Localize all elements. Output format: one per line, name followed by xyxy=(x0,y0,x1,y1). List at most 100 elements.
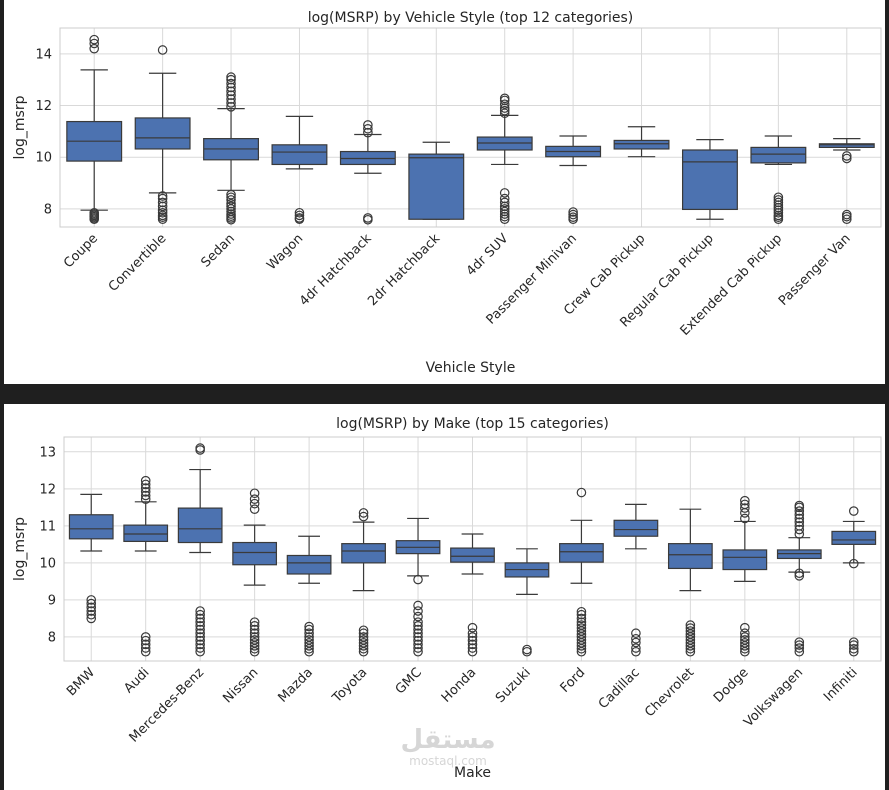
outlier-point xyxy=(499,214,510,225)
outlier-point xyxy=(195,632,205,642)
outlier-point xyxy=(568,209,578,220)
outlier-point xyxy=(467,646,478,657)
outlier-point xyxy=(499,209,510,219)
outlier-point xyxy=(413,606,423,616)
outlier-point xyxy=(195,624,205,635)
outlier-point xyxy=(794,509,805,520)
outlier-point xyxy=(499,204,510,214)
outlier-point xyxy=(294,207,305,218)
outlier-point xyxy=(794,643,805,653)
box-honda xyxy=(450,533,495,657)
watermark-arabic: مستقل xyxy=(400,725,496,755)
outlier-point xyxy=(86,606,97,616)
outlier-point xyxy=(157,193,168,204)
x-tick-label: Volkswagen xyxy=(741,665,806,730)
y-tick-label: 8 xyxy=(44,202,52,217)
outlier-point xyxy=(304,632,314,642)
box-iqr xyxy=(68,514,114,540)
outlier-point xyxy=(249,635,260,645)
outlier-point xyxy=(576,613,587,624)
outlier-point xyxy=(794,646,805,657)
outlier-point xyxy=(413,617,423,627)
outlier-point xyxy=(226,195,236,205)
outlier-point xyxy=(89,38,100,49)
x-tick-label: 2dr Hatchback xyxy=(365,231,443,309)
outlier-point xyxy=(685,623,696,633)
outlier-point xyxy=(576,487,587,498)
outlier-point xyxy=(358,508,369,518)
x-tick-label: Suzuki xyxy=(493,665,534,706)
box-mercedes-benz xyxy=(177,443,223,657)
outlier-point xyxy=(358,625,369,636)
outlier-point xyxy=(157,191,168,201)
outlier-point xyxy=(499,188,510,198)
x-tick-label: Ford xyxy=(558,665,589,696)
outlier-point xyxy=(413,574,423,585)
outlier-point xyxy=(195,609,205,620)
box-iqr xyxy=(134,117,191,150)
box-chevrolet xyxy=(667,508,713,657)
outlier-point xyxy=(794,521,805,531)
outlier-point xyxy=(773,205,784,216)
outlier-point xyxy=(499,103,510,113)
x-tick-label: BMW xyxy=(64,665,98,699)
outlier-point xyxy=(226,189,236,200)
outlier-point xyxy=(499,211,510,222)
outlier-point xyxy=(86,598,97,609)
outlier-point xyxy=(740,622,750,633)
box-iqr xyxy=(271,144,328,166)
box-iqr xyxy=(559,543,604,563)
outlier-point xyxy=(773,195,784,205)
outlier-point xyxy=(358,628,369,639)
outlier-point xyxy=(499,105,510,116)
outlier-point xyxy=(140,643,151,653)
box-iqr xyxy=(450,547,495,563)
outlier-point xyxy=(249,494,260,505)
outlier-point xyxy=(226,72,236,82)
outlier-point xyxy=(226,201,236,212)
outlier-point xyxy=(576,609,587,620)
outlier-point xyxy=(740,513,750,524)
outlier-point xyxy=(363,213,373,223)
box-gmc xyxy=(395,517,441,657)
outlier-point xyxy=(576,620,587,630)
y-tick-label: 10 xyxy=(39,556,56,571)
outlier-point xyxy=(794,571,805,581)
outlier-point xyxy=(499,193,510,204)
outlier-point xyxy=(773,192,784,203)
outlier-point xyxy=(631,633,641,644)
box-cadillac xyxy=(613,503,659,657)
box-passenger-van xyxy=(818,138,875,225)
outlier-point xyxy=(413,635,423,646)
x-tick-label: Honda xyxy=(439,665,479,705)
outlier-point xyxy=(467,635,478,646)
outlier-point xyxy=(685,626,696,636)
box-iqr xyxy=(831,530,877,545)
box-nissan xyxy=(232,488,278,657)
outlier-point xyxy=(226,206,236,217)
box-mazda xyxy=(286,535,332,657)
box-volkswagen xyxy=(776,500,822,657)
y-tick-label: 10 xyxy=(35,151,52,166)
outlier-point xyxy=(413,624,423,635)
outlier-point xyxy=(304,621,314,632)
outlier-point xyxy=(226,82,236,93)
chart-title: log(MSRP) by Vehicle Style (top 12 categ… xyxy=(308,10,634,26)
outlier-point xyxy=(226,98,236,108)
x-tick-label: Chevrolet xyxy=(642,665,697,720)
outlier-point xyxy=(86,602,97,613)
box-iqr xyxy=(750,146,807,164)
outlier-point xyxy=(413,611,423,622)
outlier-point xyxy=(740,635,750,645)
box-convertible xyxy=(134,45,191,225)
outlier-point xyxy=(841,151,852,161)
watermark-latin: mostaql.com xyxy=(409,754,487,768)
y-axis-label: log_msrp xyxy=(12,95,28,159)
outlier-point xyxy=(226,74,236,85)
outlier-point xyxy=(740,499,750,510)
x-tick-label: 4dr Hatchback xyxy=(297,231,375,309)
y-tick-label: 9 xyxy=(48,593,56,608)
box-ford xyxy=(559,487,604,657)
chart-panel-make: log(MSRP) by Make (top 15 categories) 8 9 1… xyxy=(4,404,885,790)
outlier-point xyxy=(157,45,168,55)
